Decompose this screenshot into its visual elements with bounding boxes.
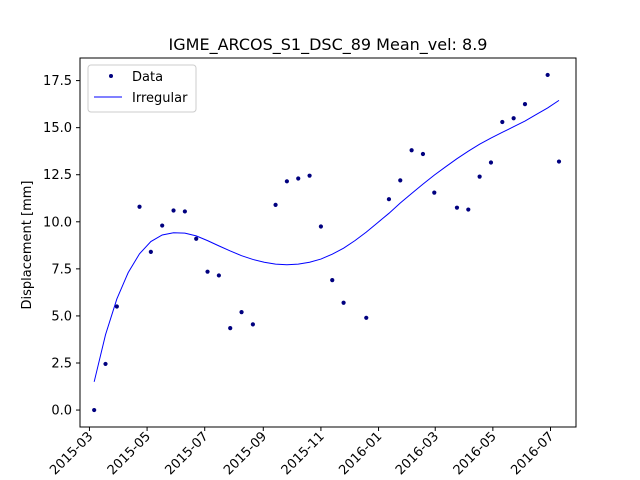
- data-point: [488, 160, 494, 165]
- y-axis-label: Displacement [mm]: [20, 181, 35, 310]
- data-point: [148, 249, 153, 255]
- x-ticks: 2015-03 2015-05 2015-07 2015-09 2015-11 2016-…: [47, 427, 557, 478]
- x-tick-label: 2016-03: [393, 429, 442, 478]
- data-point: [386, 197, 392, 202]
- legend-irregular-label: Irregular: [132, 91, 188, 106]
- legend: Data Irregular: [87, 64, 197, 113]
- x-tick-label: 2016-05: [451, 429, 500, 478]
- legend-data-marker: [109, 74, 113, 78]
- data-point: [137, 204, 142, 209]
- y-tick-label: 15.0: [43, 121, 72, 136]
- data-point: [500, 119, 505, 125]
- data-point: [409, 148, 414, 153]
- data-point: [307, 173, 312, 178]
- data-point: [511, 116, 516, 121]
- x-tick-label: 2015-09: [221, 429, 270, 478]
- x-tick-label: 2016-01: [336, 429, 385, 478]
- data-point: [556, 159, 562, 164]
- data-point: [284, 179, 289, 184]
- y-tick-label: 0.0: [51, 404, 72, 419]
- data-point: [228, 326, 233, 331]
- x-tick-label: 2015-11: [279, 429, 328, 478]
- x-tick-label: 2015-05: [105, 429, 154, 478]
- data-point: [205, 269, 210, 274]
- x-tick-label: 2016-07: [508, 429, 557, 478]
- data-point: [330, 278, 335, 283]
- y-ticks: 0.0 2.5 5.0 7.5 10.0 12.5 15.0 17.5: [43, 74, 80, 419]
- data-point: [454, 205, 460, 210]
- irregular-fit-line: [93, 99, 560, 382]
- data-point: [103, 361, 108, 367]
- legend-data-label: Data: [132, 70, 163, 85]
- data-point: [420, 151, 426, 157]
- data-point: [545, 72, 550, 78]
- y-tick-label: 2.5: [51, 356, 72, 371]
- data-point: [273, 202, 278, 207]
- x-tick-label: 2015-07: [163, 429, 212, 478]
- data-point: [466, 207, 471, 212]
- data-point: [432, 190, 437, 195]
- data-point: [522, 102, 528, 107]
- data-point: [341, 300, 346, 305]
- plot-area-frame: [79, 57, 577, 428]
- legend-box: [87, 64, 197, 113]
- data-point: [477, 174, 482, 179]
- data-point: [182, 209, 187, 214]
- y-tick-label: 7.5: [51, 262, 72, 277]
- plot-content: [92, 72, 562, 413]
- chart-title: IGME_ARCOS_S1_DSC_89 Mean_vel: 8.9: [169, 35, 488, 55]
- data-point: [318, 224, 324, 229]
- data-point: [171, 208, 176, 213]
- data-point: [239, 310, 244, 315]
- x-tick-label: 2015-03: [47, 429, 96, 478]
- data-point: [114, 304, 119, 309]
- data-point: [296, 176, 301, 181]
- y-tick-label: 5.0: [51, 309, 72, 324]
- y-tick-label: 12.5: [43, 168, 72, 183]
- y-tick-label: 17.5: [43, 74, 72, 89]
- data-point: [160, 223, 165, 228]
- data-point: [250, 322, 255, 327]
- data-point: [398, 178, 403, 183]
- y-tick-label: 10.0: [43, 215, 72, 230]
- data-point: [194, 236, 199, 241]
- data-point: [216, 273, 221, 278]
- data-point: [364, 315, 369, 320]
- data-point: [92, 407, 97, 413]
